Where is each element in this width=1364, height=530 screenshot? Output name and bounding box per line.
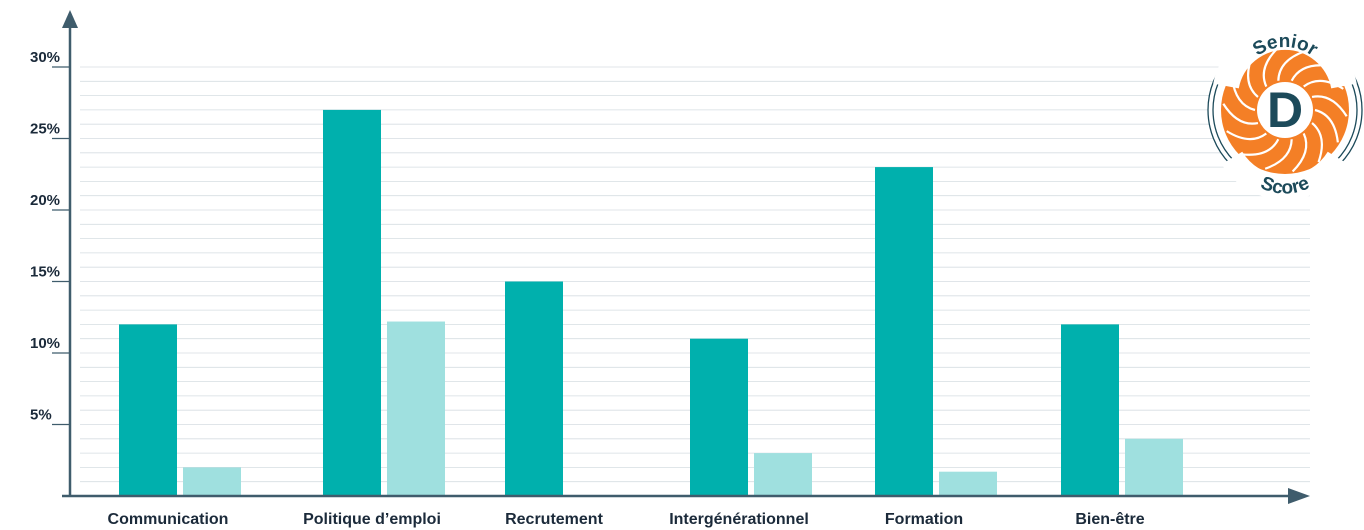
y-tick-label: 25% <box>30 121 60 138</box>
logo-blades <box>1222 47 1348 173</box>
y-tick-label: 5% <box>30 407 52 424</box>
logo-center-circle <box>1257 82 1313 138</box>
bar-primary <box>1061 324 1119 496</box>
y-tick-label: 30% <box>30 49 60 66</box>
bar-primary <box>505 281 563 496</box>
bar-secondary <box>939 471 997 496</box>
gridlines <box>80 66 1310 483</box>
logo-blade-line <box>1277 50 1306 81</box>
logo-top-text-bg <box>1213 23 1357 89</box>
bar-primary <box>119 324 177 496</box>
category-label: Bien-être <box>1075 511 1144 528</box>
category-label: Communication <box>108 511 229 528</box>
logo-blade-line <box>1311 122 1324 163</box>
bars <box>119 109 1183 497</box>
bar-primary <box>323 109 381 497</box>
axes <box>62 10 1310 504</box>
bar-secondary <box>387 321 445 496</box>
y-tick-label: 10% <box>30 335 60 352</box>
bar-secondary <box>1125 438 1183 496</box>
y-tick-label: 15% <box>30 264 60 281</box>
x-axis-arrow-icon <box>1288 488 1310 504</box>
category-label: Formation <box>885 511 963 528</box>
bar-secondary <box>183 467 241 496</box>
logo-blade-line <box>1314 108 1339 143</box>
logo-blade-line <box>1222 103 1259 125</box>
logo-blade-line <box>1262 47 1279 87</box>
logo-blade-line <box>1291 133 1308 173</box>
logo-blade-line <box>1264 139 1293 170</box>
category-label: Intergénérationnel <box>669 511 809 528</box>
y-axis-ticks: 5% 10% 15% 20% 25% 30% <box>30 49 70 426</box>
logo-blade-line <box>1241 138 1280 156</box>
category-label: Recrutement <box>505 511 603 528</box>
y-tick-label: 20% <box>30 192 60 209</box>
bar-primary <box>875 167 933 496</box>
logo-center-letter: D <box>1267 82 1303 138</box>
bar-primary <box>690 338 748 496</box>
y-axis-arrow-icon <box>62 10 78 28</box>
bar-secondary <box>754 453 812 496</box>
logo-bottom-text-bg <box>1221 151 1349 200</box>
category-labels: Communication Politique d’emploi Recruteme… <box>108 511 1145 528</box>
logo-blade-line <box>1226 130 1267 141</box>
category-label: Politique d’emploi <box>303 511 441 528</box>
senior-d-score-logo: D Senior Score <box>1207 23 1363 200</box>
logo-blade-line <box>1311 95 1348 117</box>
